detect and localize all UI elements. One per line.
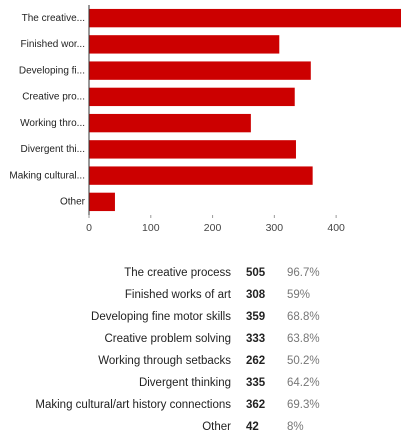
row-percent: 59% — [287, 289, 310, 301]
row-percent: 68.8% — [287, 311, 320, 323]
bar — [89, 61, 311, 80]
bar — [89, 113, 251, 133]
row-label: Divergent thinking — [139, 377, 231, 389]
y-tick-label: Making cultural... — [9, 170, 85, 181]
row-count: 333 — [246, 333, 265, 345]
row-label: Creative problem solving — [104, 333, 231, 345]
bar — [89, 87, 295, 107]
y-tick-label: Divergent thi... — [21, 144, 85, 155]
y-tick-label: Working thro... — [20, 118, 85, 129]
row-label: Other — [202, 421, 231, 433]
row-label: The creative process — [124, 267, 231, 279]
row-percent: 96.7% — [287, 267, 320, 279]
bar — [89, 166, 313, 185]
bar — [89, 35, 280, 54]
bar — [89, 8, 401, 28]
row-count: 262 — [246, 355, 265, 367]
row-count: 505 — [246, 267, 266, 279]
row-percent: 64.2% — [287, 377, 320, 389]
x-tick-label: 0 — [86, 222, 92, 234]
row-label: Developing fine motor skills — [91, 311, 231, 323]
y-tick-label: The creative... — [22, 13, 85, 24]
bar — [89, 140, 296, 159]
row-percent: 63.8% — [287, 333, 320, 345]
bar — [89, 192, 115, 212]
row-label: Finished works of art — [125, 289, 232, 301]
row-count: 335 — [246, 377, 266, 389]
row-percent: 50.2% — [287, 355, 320, 367]
y-tick-label: Other — [60, 197, 86, 208]
y-tick-label: Finished wor... — [21, 39, 85, 50]
row-count: 308 — [246, 289, 266, 301]
x-tick-label: 300 — [266, 222, 284, 234]
y-tick-label: Developing fi... — [19, 65, 85, 76]
x-tick-label: 100 — [142, 222, 160, 234]
row-label: Making cultural/art history connections — [35, 399, 231, 411]
row-percent: 69.3% — [287, 399, 320, 411]
x-tick-label: 400 — [327, 222, 345, 234]
row-count: 362 — [246, 399, 265, 411]
x-tick-label: 200 — [204, 222, 222, 234]
row-percent: 8% — [287, 421, 304, 433]
row-label: Working through setbacks — [98, 355, 231, 367]
row-count: 359 — [246, 311, 265, 323]
y-tick-label: Creative pro... — [22, 92, 85, 103]
row-count: 42 — [246, 421, 259, 433]
